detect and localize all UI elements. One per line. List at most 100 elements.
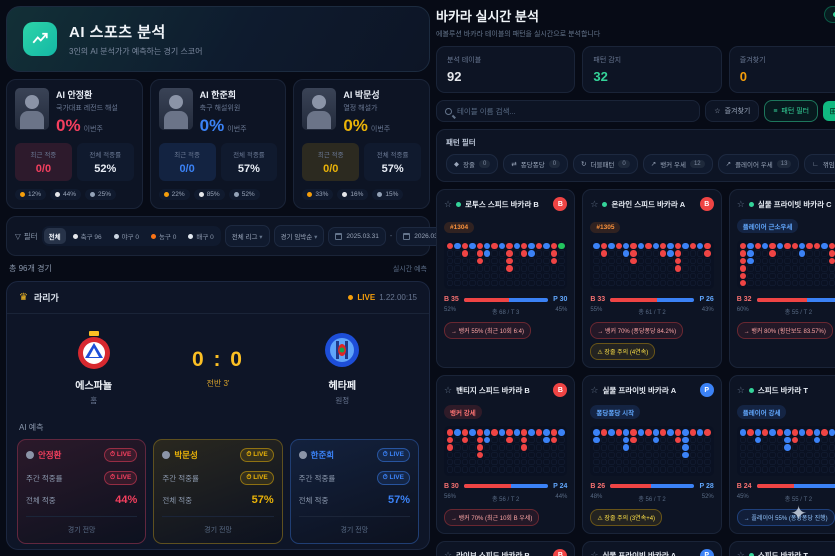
stat-chip: 52%	[228, 189, 260, 200]
empty-cell	[682, 466, 688, 472]
list-icon: ≡	[773, 107, 778, 115]
sport-filter-chip[interactable]: 축구 96	[68, 228, 107, 244]
baccarat-table-card[interactable]: ☆ 로투스 스피드 바카라 B B #1304 B 35 P 30 52% 총 68 / T …	[436, 189, 576, 369]
empty-cell	[645, 459, 651, 465]
empty-cell	[601, 280, 607, 286]
sport-filter-all[interactable]: 전체	[43, 228, 66, 244]
baccarat-header-text: 바카라 실시간 분석 에볼루션 바카라 테이블의 패턴을 실시간으로 분석합니다	[436, 6, 600, 39]
empty-cell	[491, 258, 497, 264]
banker-cell	[828, 257, 835, 265]
favorite-star-icon[interactable]: ☆	[590, 384, 599, 395]
analyst-role: 열정 해설가	[343, 105, 378, 112]
banker-cell	[739, 250, 747, 257]
prediction-card[interactable]: 안정환 ⏱ LIVE 주간 적중률 ⏱ LIVE 전체 적중 44% 경기 전망	[17, 439, 147, 544]
player-cell	[454, 429, 461, 436]
favorite-star-icon[interactable]: ☆	[444, 550, 453, 556]
favorite-star-icon[interactable]: ☆	[736, 550, 745, 556]
sort-select[interactable]: 경기 임박순	[273, 225, 325, 247]
empty-cell	[469, 466, 475, 472]
player-count: P 28	[699, 482, 714, 490]
banker-cell	[645, 243, 652, 250]
player-cell	[784, 444, 791, 451]
player-cell	[754, 436, 761, 444]
empty-cell	[499, 280, 505, 286]
baccarat-table-card[interactable]: ☆스피드 바카라 TP플레이어 55%B 22P 2844%총 52 / T 2…	[728, 540, 835, 556]
baccarat-table-card[interactable]: ☆ 밴티지 스피드 바카라 B B 뱅커 강세 B 30 P 24 56% 총 56 / T …	[436, 375, 576, 534]
grid-view-toggle[interactable]: ⊞	[823, 101, 835, 121]
favorites-button[interactable]: ☆ 즐겨찾기	[705, 100, 760, 122]
search-input[interactable]	[457, 106, 692, 116]
empty-cell	[821, 265, 827, 271]
banker-percent: 45%	[736, 493, 749, 500]
baccarat-table-card[interactable]: ☆ 온라인 스피드 바카라 A B #1305 B 33 P 26 55% 총 61 / T …	[582, 189, 722, 369]
big-road-grid	[444, 426, 568, 476]
filter-icon: ▽	[15, 231, 21, 241]
empty-cell	[543, 444, 549, 450]
tie-cell	[558, 243, 565, 250]
empty-cell	[484, 466, 490, 472]
baccarat-stat-boxes: 분석 테이블 92 패턴 감지 32 즐겨찾기 0	[436, 46, 835, 93]
pattern-chip[interactable]: ⇄ 퐁당퐁당 0	[503, 154, 569, 174]
favorite-star-icon[interactable]: ☆	[736, 198, 745, 209]
empty-cell	[792, 258, 798, 264]
online-dot-icon	[748, 553, 754, 556]
banker-cell	[535, 429, 543, 436]
banker-cell	[550, 436, 558, 444]
home-team-crest	[74, 330, 114, 370]
empty-cell	[601, 265, 607, 271]
empty-cell	[484, 258, 490, 264]
sport-filter-chip[interactable]: 야구 0	[109, 228, 144, 244]
empty-cell	[462, 466, 468, 472]
empty-cell	[704, 265, 710, 271]
empty-cell	[806, 437, 812, 443]
table-tag: #1304	[444, 222, 475, 233]
empty-cell	[690, 258, 696, 264]
favorite-star-icon[interactable]: ☆	[736, 384, 745, 395]
prediction-card[interactable]: 한준희 ⏱ LIVE 주간 적중률 ⏱ LIVE 전체 적중 57% 경기 전망	[289, 439, 419, 544]
empty-cell	[747, 273, 753, 279]
banker-cell	[806, 243, 813, 250]
baccarat-table-card[interactable]: ☆ 실물 프라이빗 바카라 A P 퐁당퐁당 시작 B 26 P 28 48% 총 56 / …	[582, 375, 722, 534]
banker-cell	[674, 436, 682, 444]
player-cell	[543, 436, 550, 444]
sport-filter-chip[interactable]: 농구 0	[146, 228, 181, 244]
sports-header-text: AI 스포츠 분석 3인의 AI 분석가가 예측하는 경기 스코어	[69, 21, 203, 57]
empty-cell	[543, 258, 549, 264]
favorite-star-icon[interactable]: ☆	[444, 384, 453, 395]
pattern-chip[interactable]: ◆ 장줄 0	[446, 154, 499, 174]
pattern-chip[interactable]: ↻ 더블패턴 0	[573, 154, 638, 174]
analyst-mini-avatar	[298, 451, 307, 459]
chip-dot-icon	[55, 192, 61, 197]
empty-cell	[551, 459, 557, 465]
empty-cell	[601, 437, 607, 443]
pattern-chip[interactable]: ∟꺾임0	[804, 154, 835, 174]
favorite-star-icon[interactable]: ☆	[444, 198, 453, 209]
player-cell	[623, 444, 630, 451]
prediction-card[interactable]: 박문성 ⏱ LIVE 주간 적중률 ⏱ LIVE 전체 적중 57% 경기 전망	[153, 439, 283, 544]
pattern-chip[interactable]: ↗ 플레이어 우세 13	[717, 154, 800, 174]
baccarat-table-card[interactable]: ☆실물 프라이빗 바카라 AP플레이어 42%B 23P 2746%총 52 /…	[582, 540, 722, 556]
empty-cell	[491, 444, 497, 450]
empty-cell	[799, 273, 805, 279]
favorite-star-icon[interactable]: ☆	[590, 550, 599, 556]
player-cell	[513, 243, 521, 250]
pattern-filter-button[interactable]: ≡ 패턴 필터	[764, 100, 819, 122]
league-select[interactable]: 전체 리그	[224, 225, 270, 247]
favorite-star-icon[interactable]: ☆	[590, 198, 599, 209]
banker-cell	[776, 429, 784, 436]
sport-filter-chip[interactable]: 배구 0	[183, 228, 218, 244]
baccarat-table-card[interactable]: ☆스피드 바카라 TP플레이어 강세B 24P 2945%총 55 / T 25…	[728, 375, 835, 534]
bp-ratio-bar	[463, 297, 549, 302]
analyst-name: AI 안정환	[56, 90, 93, 100]
bp-ratio-bar	[610, 484, 695, 489]
date-from-input[interactable]: 2025.03.31	[328, 226, 386, 246]
pattern-chip[interactable]: ↗ 뱅커 우세 12	[642, 154, 713, 174]
empty-cell	[792, 444, 798, 450]
empty-cell	[653, 273, 659, 279]
pattern-filter-label: 패턴 필터	[446, 138, 476, 147]
analyst-card: AI 한준희 축구 해설위원 0% 이번주 최근 적중 0/0 전체 적중률 57% 22% 85…	[149, 79, 287, 209]
empty-cell	[608, 265, 614, 271]
live-match-card[interactable]: ♛ 라리가 LIVE 1.22.00:15 에스파뇰 홈 0 : 0	[6, 281, 430, 550]
